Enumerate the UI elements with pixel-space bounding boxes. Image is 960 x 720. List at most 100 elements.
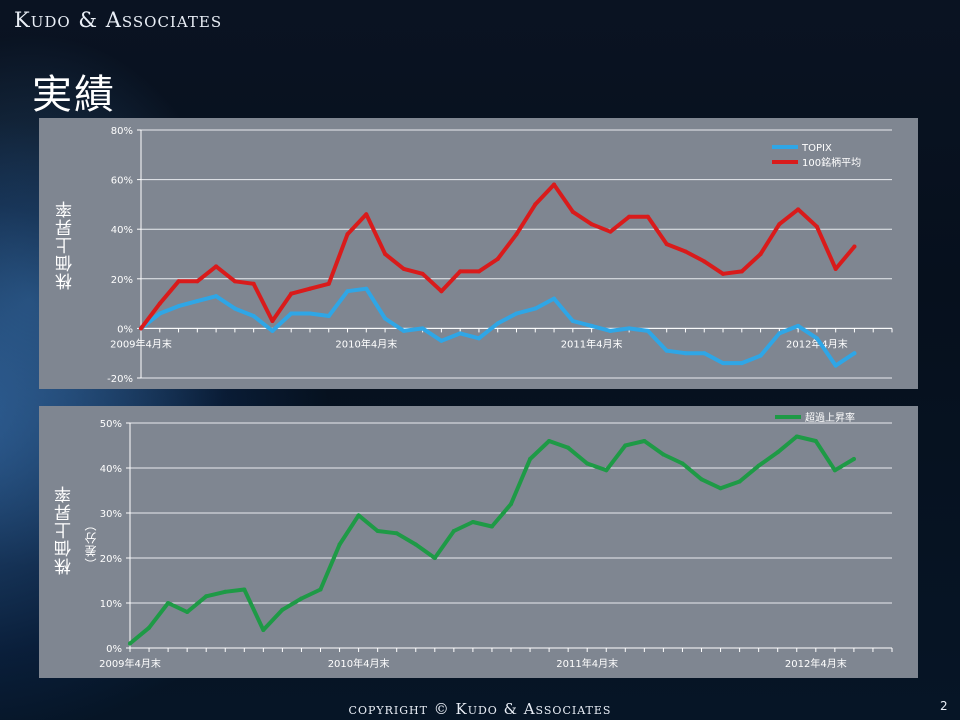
chart2-y-tick-label: 50% — [100, 419, 122, 430]
chart2-data-point — [376, 529, 380, 533]
chart1-data-point — [702, 259, 706, 263]
chart1-data-point — [195, 279, 199, 283]
chart1-data-point — [515, 312, 519, 316]
chart1-data-point — [158, 302, 162, 306]
chart2-y-axis-label: 株価上昇率 — [52, 485, 77, 575]
chart1-data-point — [402, 267, 406, 271]
chart2-data-point — [414, 543, 418, 547]
chart1-data-point — [721, 361, 725, 365]
chart2-y-axis-sublabel: （差分） — [82, 518, 99, 570]
chart1-data-point — [608, 230, 612, 234]
chart1-data-point — [815, 225, 819, 229]
chart1-data-point — [515, 232, 519, 236]
chart1-data-point — [383, 316, 387, 320]
chart1-data-point — [477, 336, 481, 340]
chart2-data-point — [433, 556, 437, 560]
chart1-data-point — [627, 326, 631, 330]
chart1-x-tick-label: 2009年4月末 — [110, 337, 172, 350]
chart2-x-tick-label: 2010年4月末 — [328, 657, 390, 670]
chart1-data-point — [402, 329, 406, 333]
chart1-data-point — [421, 326, 425, 330]
chart2-data-point — [338, 543, 342, 547]
chart1-data-point — [364, 287, 368, 291]
chart1-data-point — [608, 329, 612, 333]
chart1-y-tick-label: 40% — [111, 225, 133, 236]
chart2-x-tick-label: 2011年4月末 — [556, 657, 618, 670]
chart2-data-point — [642, 439, 646, 443]
chart2-data-point — [452, 529, 456, 533]
chart1-data-point — [665, 349, 669, 353]
chart1-data-point — [477, 269, 481, 273]
chart2-data-point — [319, 588, 323, 592]
chart2-data-point — [299, 597, 303, 601]
chart2-data-point — [147, 626, 151, 630]
chart1-data-point — [571, 319, 575, 323]
footer-copyright: copyright © Kudo & Associates — [0, 700, 960, 718]
chart1-data-point — [777, 222, 781, 226]
chart2-data-point — [128, 642, 132, 646]
chart2-data-point — [700, 477, 704, 481]
chart1-data-point — [590, 324, 594, 328]
chart2-data-point — [566, 446, 570, 450]
chart1-data-point — [721, 272, 725, 276]
chart1-data-point — [740, 361, 744, 365]
chart1-data-point — [270, 319, 274, 323]
chart1-data-point — [346, 289, 350, 293]
chart2-data-point — [795, 435, 799, 439]
chart1-data-point — [796, 207, 800, 211]
chart1-data-point — [496, 257, 500, 261]
chart2-data-point — [776, 450, 780, 454]
chart-panel-excess-return: 0%10%20%30%40%50%2009年4月末2010年4月末2011年4月… — [39, 406, 918, 678]
chart1-data-point — [327, 282, 331, 286]
chart1-data-point — [815, 336, 819, 340]
chart2-data-point — [852, 457, 856, 461]
chart2-data-point — [738, 480, 742, 484]
chart2-data-point — [490, 525, 494, 529]
chart1-data-point — [552, 297, 556, 301]
chart1-y-tick-label: -20% — [107, 374, 133, 385]
chart2-data-point — [833, 468, 837, 472]
chart2-y-tick-label: 10% — [100, 599, 122, 610]
chart1-data-point — [852, 245, 856, 249]
chart2-data-point — [223, 590, 227, 594]
chart2-data-point — [204, 594, 208, 598]
chart2-data-point — [185, 610, 189, 614]
chart1-x-tick-label: 2011年4月末 — [561, 337, 623, 350]
chart2-data-point — [395, 531, 399, 535]
chart1-data-point — [496, 321, 500, 325]
chart1-data-point — [252, 282, 256, 286]
chart1-data-point — [439, 289, 443, 293]
chart-price-change: -20%0%20%40%60%80%2009年4月末2010年4月末2011年4… — [39, 118, 918, 389]
chart1-data-point — [177, 279, 181, 283]
chart2-y-tick-label: 30% — [100, 509, 122, 520]
chart2-data-point — [242, 588, 246, 592]
chart1-data-point — [834, 364, 838, 368]
chart1-data-point — [195, 299, 199, 303]
chart1-data-point — [665, 242, 669, 246]
chart1-data-point — [702, 351, 706, 355]
chart1-data-point — [383, 252, 387, 256]
chart1-data-point — [533, 202, 537, 206]
chart2-y-tick-label: 20% — [100, 554, 122, 565]
chart1-legend-label: 100銘柄平均 — [802, 156, 861, 169]
chart1-data-point — [289, 312, 293, 316]
chart-panel-price-change: -20%0%20%40%60%80%2009年4月末2010年4月末2011年4… — [39, 118, 918, 389]
chart1-data-point — [683, 351, 687, 355]
chart2-legend-label: 超過上昇率 — [805, 411, 855, 424]
chart1-data-point — [289, 292, 293, 296]
chart2-data-point — [757, 464, 761, 468]
chart1-data-point — [627, 215, 631, 219]
chart1-data-point — [458, 331, 462, 335]
chart1-data-point — [740, 269, 744, 273]
chart1-data-point — [646, 215, 650, 219]
chart1-data-point — [590, 222, 594, 226]
chart1-data-point — [777, 331, 781, 335]
chart1-data-point — [308, 312, 312, 316]
chart1-y-axis-label: 株価上昇率 — [53, 200, 78, 290]
chart1-data-point — [214, 264, 218, 268]
chart1-y-tick-label: 60% — [111, 176, 133, 187]
chart2-data-point — [528, 457, 532, 461]
chart2-data-point — [261, 628, 265, 632]
chart2-y-tick-label: 0% — [106, 644, 122, 655]
chart2-y-tick-label: 40% — [100, 464, 122, 475]
